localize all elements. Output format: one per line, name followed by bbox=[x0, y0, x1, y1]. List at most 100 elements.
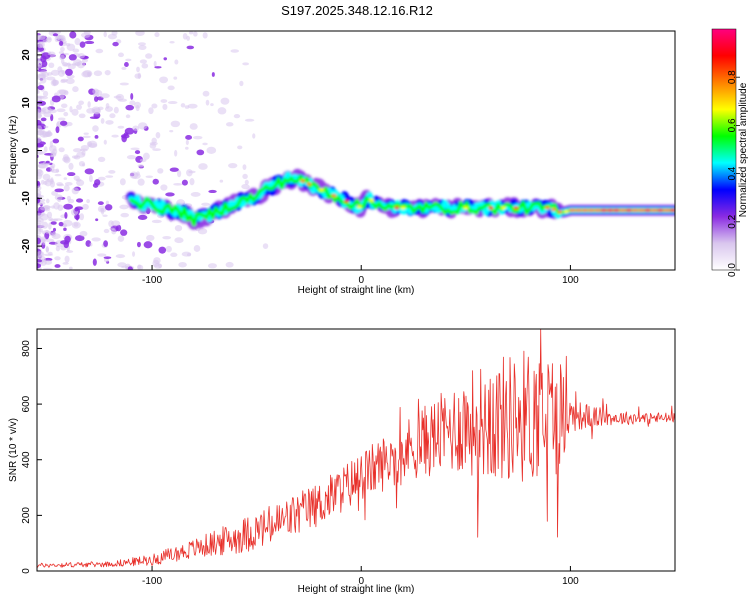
colorbar: 0.0 0.2 0.4 0.6 0.8 Normalized spectral ampl… bbox=[711, 28, 749, 277]
speckle-point bbox=[196, 149, 205, 156]
speckle-point bbox=[138, 44, 147, 51]
speckle-point bbox=[97, 201, 104, 206]
speckle-point bbox=[43, 146, 48, 153]
spectrogram-x-axis: -100 0 100 bbox=[142, 265, 579, 286]
ridge-hotspot bbox=[318, 188, 324, 192]
speckle-point bbox=[113, 106, 119, 114]
speckle-point bbox=[56, 183, 65, 187]
speckle-point bbox=[99, 93, 110, 99]
speckle-point bbox=[107, 33, 118, 40]
snr-y-axis: 0 200 400 600 800 bbox=[21, 340, 42, 574]
x-tick-label: 0 bbox=[358, 275, 364, 286]
speckle-point bbox=[39, 41, 45, 48]
speckle-point bbox=[143, 241, 153, 249]
speckle-point bbox=[65, 43, 71, 47]
speckle-point bbox=[132, 125, 140, 131]
speckle-point bbox=[45, 198, 50, 204]
speckle-point bbox=[185, 146, 189, 150]
speckle-point bbox=[242, 173, 248, 180]
speckle-point bbox=[52, 227, 57, 232]
spectrogram-ridge bbox=[125, 168, 675, 230]
speckle-point bbox=[110, 220, 121, 227]
speckle-point bbox=[37, 193, 41, 198]
speckle-point bbox=[37, 49, 40, 53]
speckle-point bbox=[153, 60, 157, 67]
speckle-point bbox=[173, 76, 178, 80]
speckle-point bbox=[54, 188, 64, 193]
ridge-hotspot bbox=[662, 208, 671, 212]
x-tick-label: 100 bbox=[562, 275, 579, 286]
speckle-point bbox=[126, 154, 137, 160]
ridge-hotspot bbox=[624, 208, 633, 212]
speckle-point bbox=[68, 54, 77, 61]
ridge-hotspot bbox=[574, 208, 583, 212]
speckle-point bbox=[59, 120, 68, 126]
speckle-point bbox=[206, 146, 217, 154]
speckle-point bbox=[39, 206, 49, 211]
speckle-point bbox=[71, 155, 79, 159]
speckle-point bbox=[82, 135, 91, 139]
speckle-point bbox=[67, 63, 76, 70]
speckle-point bbox=[202, 90, 210, 97]
y-tick-label: -20 bbox=[21, 238, 32, 253]
snr-plot-area bbox=[37, 329, 675, 571]
speckle-point bbox=[78, 113, 86, 119]
speckle-point bbox=[84, 40, 95, 45]
ridge-hotspot bbox=[369, 198, 375, 202]
speckle-point bbox=[139, 59, 147, 64]
speckle-point bbox=[74, 235, 85, 242]
speckle-point bbox=[58, 35, 63, 40]
spectrogram-y-axis: 20 10 0 -10 -20 bbox=[21, 49, 42, 253]
speckle-point bbox=[237, 145, 243, 150]
speckle-point bbox=[67, 198, 75, 204]
ridge-hotspot bbox=[568, 208, 577, 212]
speckle-point bbox=[95, 218, 99, 222]
speckle-point bbox=[187, 103, 198, 109]
speckle-point bbox=[185, 135, 193, 140]
speckle-point bbox=[44, 179, 52, 187]
y-tick-label: -10 bbox=[21, 191, 32, 206]
ridge-hotspot bbox=[344, 199, 350, 203]
speckle-point bbox=[53, 202, 60, 210]
speckle-point bbox=[37, 259, 43, 263]
speckle-point bbox=[54, 194, 63, 201]
ridge-hotspot bbox=[513, 206, 519, 210]
speckle-point bbox=[135, 105, 140, 112]
speckle-point bbox=[105, 102, 110, 109]
speckle-point bbox=[138, 122, 148, 130]
speckle-point bbox=[170, 252, 178, 258]
speckle-point bbox=[181, 251, 192, 257]
speckle-point bbox=[37, 151, 46, 155]
speckle-point bbox=[149, 143, 157, 149]
speckle-point bbox=[151, 137, 157, 144]
speckle-point bbox=[139, 158, 147, 163]
speckle-point bbox=[117, 125, 125, 129]
speckle-point bbox=[51, 79, 60, 86]
speckle-point bbox=[137, 42, 146, 46]
speckle-point bbox=[189, 178, 195, 186]
speckle-point bbox=[169, 167, 179, 172]
speckle-point bbox=[37, 95, 43, 99]
speckle-point bbox=[105, 120, 114, 125]
speckle-point bbox=[136, 241, 141, 248]
ridge-hotspot bbox=[463, 206, 469, 210]
speckle-point bbox=[45, 76, 56, 81]
speckle-point bbox=[103, 139, 107, 145]
speckle-point bbox=[134, 150, 141, 155]
speckle-point bbox=[242, 62, 250, 66]
speckle-point bbox=[228, 162, 238, 169]
chart-title: S197.2025.348.12.16.R12 bbox=[281, 3, 433, 18]
speckle-point bbox=[63, 177, 68, 180]
speckle-point bbox=[52, 138, 60, 144]
speckle-point bbox=[37, 136, 42, 144]
snr-y-label: SNR (10 * v/v) bbox=[8, 418, 19, 482]
ridge-hotspot bbox=[500, 206, 506, 210]
speckle-point bbox=[158, 246, 167, 254]
speckle-point bbox=[230, 49, 240, 53]
speckle-point bbox=[105, 175, 114, 178]
speckle-point bbox=[60, 59, 65, 64]
ridge-hotspot bbox=[331, 193, 337, 198]
speckle-point bbox=[125, 58, 132, 62]
speckle-point bbox=[135, 31, 145, 37]
